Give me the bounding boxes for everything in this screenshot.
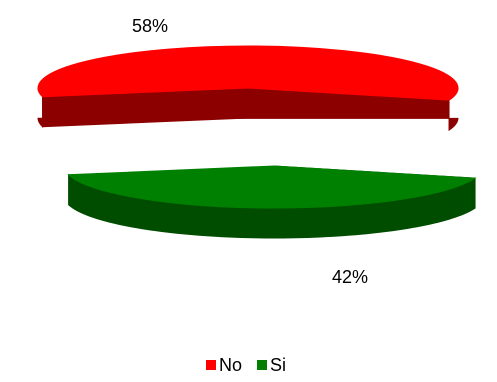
legend-label-no: No <box>219 355 242 375</box>
legend-item-no: No <box>206 355 242 375</box>
data-label-si: 42% <box>332 267 368 287</box>
legend-item-si: Si <box>257 355 286 375</box>
legend: No Si <box>206 355 286 375</box>
slices-layer <box>37 45 477 239</box>
data-labels-layer: 58% 42% <box>132 16 368 287</box>
pie-slice-no <box>37 45 459 132</box>
legend-swatch-si <box>257 360 267 370</box>
legend-label-si: Si <box>270 355 286 375</box>
data-label-no: 58% <box>132 16 168 36</box>
pie-slice-no-top <box>37 45 459 101</box>
legend-swatch-no <box>206 360 216 370</box>
pie-slice-si-top <box>67 165 477 209</box>
pie-slice-si <box>67 165 477 239</box>
